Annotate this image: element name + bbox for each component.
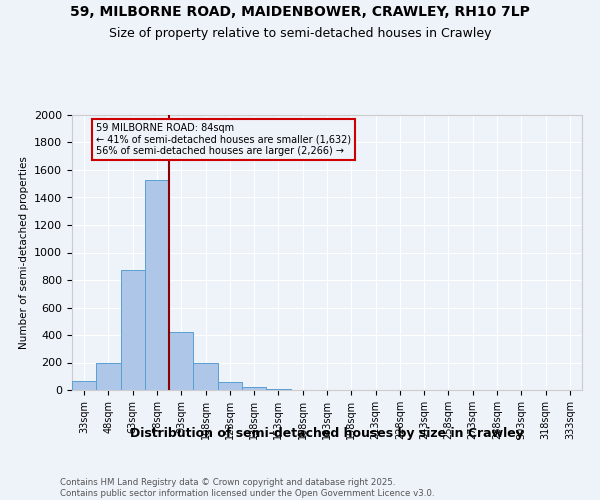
Bar <box>96 362 121 390</box>
Text: 59 MILBORNE ROAD: 84sqm
← 41% of semi-detached houses are smaller (1,632)
56% of: 59 MILBORNE ROAD: 84sqm ← 41% of semi-de… <box>96 123 352 156</box>
Bar <box>242 386 266 390</box>
Text: Distribution of semi-detached houses by size in Crawley: Distribution of semi-detached houses by … <box>130 428 524 440</box>
Bar <box>121 270 145 390</box>
Bar <box>266 388 290 390</box>
Text: 59, MILBORNE ROAD, MAIDENBOWER, CRAWLEY, RH10 7LP: 59, MILBORNE ROAD, MAIDENBOWER, CRAWLEY,… <box>70 5 530 19</box>
Text: Contains HM Land Registry data © Crown copyright and database right 2025.
Contai: Contains HM Land Registry data © Crown c… <box>60 478 434 498</box>
Bar <box>193 363 218 390</box>
Bar <box>145 180 169 390</box>
Y-axis label: Number of semi-detached properties: Number of semi-detached properties <box>19 156 29 349</box>
Bar <box>169 332 193 390</box>
Text: Size of property relative to semi-detached houses in Crawley: Size of property relative to semi-detach… <box>109 28 491 40</box>
Bar <box>218 382 242 390</box>
Bar <box>72 381 96 390</box>
